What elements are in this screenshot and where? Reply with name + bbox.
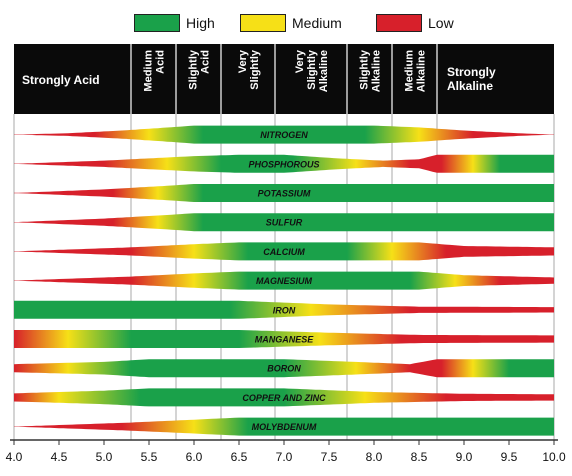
- x-tick-label: 4.5: [51, 450, 68, 464]
- x-axis: 4.0 4.5 5.0 5.5 6.0 6.5 7.0 7.5 8.0 8.5 9.0 9.5 10.0: [6, 439, 566, 464]
- nutrient-band-nitrogen: NITROGEN: [14, 125, 554, 144]
- legend-item-low: Low: [376, 12, 454, 34]
- x-tick-label: 6.0: [186, 450, 203, 464]
- nutrient-band-iron: IRON: [14, 300, 554, 319]
- nutrient-band-shape: [14, 388, 554, 407]
- nutrient-label: IRON: [273, 305, 296, 315]
- legend-item-high: High: [134, 12, 215, 34]
- legend: High Medium Low: [0, 8, 572, 38]
- nutrient-label: POTASSIUM: [258, 189, 311, 199]
- ph-zone-label: MediumAcid: [143, 50, 167, 92]
- ph-zone-label: SlightlyAlkaline: [359, 49, 383, 92]
- legend-label-high: High: [186, 15, 215, 31]
- x-tick-label: 5.0: [96, 450, 113, 464]
- nutrient-band-shape: [14, 125, 554, 144]
- ph-zone-label: MediumAlkaline: [404, 50, 428, 92]
- ph-zone-label: VerySlightlyAlkaline: [294, 49, 330, 92]
- legend-swatch-low: [376, 14, 422, 32]
- legend-swatch-medium: [240, 14, 286, 32]
- nutrient-label: COPPER AND ZINC: [242, 393, 326, 403]
- nutrient-label: NITROGEN: [260, 130, 308, 140]
- nutrient-bands: NITROGEN PHOSPHOROUS POTASSIUM SULFUR CALCIU…: [14, 125, 554, 436]
- nutrient-band-boron: BORON: [14, 359, 554, 378]
- x-tick-label: 4.0: [6, 450, 23, 464]
- x-tick-label: 6.5: [231, 450, 248, 464]
- nutrient-band-sulfur: SULFUR: [14, 213, 554, 232]
- nutrient-label: MAGNESIUM: [256, 276, 313, 286]
- nutrient-band-shape: [14, 271, 554, 290]
- ph-zone-label: Strongly Acid: [22, 73, 100, 87]
- nutrient-label: BORON: [267, 364, 301, 374]
- nutrient-label: PHOSPHOROUS: [248, 159, 319, 169]
- nutrient-band-manganese: MANGANESE: [14, 330, 554, 348]
- legend-item-medium: Medium: [240, 12, 342, 34]
- nutrient-band-magnesium: MAGNESIUM: [14, 271, 554, 290]
- nutrient-band-shape: [14, 417, 554, 436]
- nutrient-band-calcium: CALCIUM: [14, 242, 554, 261]
- legend-swatch-high: [134, 14, 180, 32]
- x-tick-label: 7.5: [321, 450, 338, 464]
- x-tick-label: 7.0: [276, 450, 293, 464]
- x-tick-label: 5.5: [141, 450, 158, 464]
- nutrient-band-molybdenum: MOLYBDENUM: [14, 417, 554, 436]
- header-background: [14, 44, 554, 114]
- ph-zone-header: Strongly Acid MediumAcid SlightlyAcid VeryS…: [14, 44, 554, 114]
- nutrient-band-shape: [14, 330, 554, 348]
- nutrient-label: MOLYBDENUM: [252, 422, 317, 432]
- ph-zone-label: VerySlightly: [237, 49, 261, 90]
- nutrient-band-shape: [14, 242, 554, 261]
- legend-label-low: Low: [428, 15, 454, 31]
- legend-label-medium: Medium: [292, 15, 342, 31]
- nutrient-label: CALCIUM: [263, 247, 305, 257]
- nutrient-band-copper-and-zinc: COPPER AND ZINC: [14, 388, 554, 407]
- nutrient-band-shape: [14, 184, 554, 202]
- nutrient-band-shape: [14, 154, 554, 173]
- nutrient-label: SULFUR: [266, 218, 303, 228]
- x-tick-label: 10.0: [542, 450, 566, 464]
- ph-zone-label: SlightlyAcid: [188, 49, 212, 90]
- x-tick-label: 9.0: [456, 450, 473, 464]
- nutrient-band-shape: [14, 359, 554, 378]
- nutrient-band-potassium: POTASSIUM: [14, 184, 554, 202]
- nutrient-band-phosphorous: PHOSPHOROUS: [14, 154, 554, 173]
- x-tick-label: 8.0: [366, 450, 383, 464]
- nutrient-band-shape: [14, 300, 554, 319]
- nutrient-label: MANGANESE: [255, 335, 315, 345]
- x-tick-label: 8.5: [411, 450, 428, 464]
- x-tick-label: 9.5: [501, 450, 518, 464]
- nutrient-band-shape: [14, 213, 554, 232]
- ph-zone-label: Strongly Alkaline: [447, 65, 496, 93]
